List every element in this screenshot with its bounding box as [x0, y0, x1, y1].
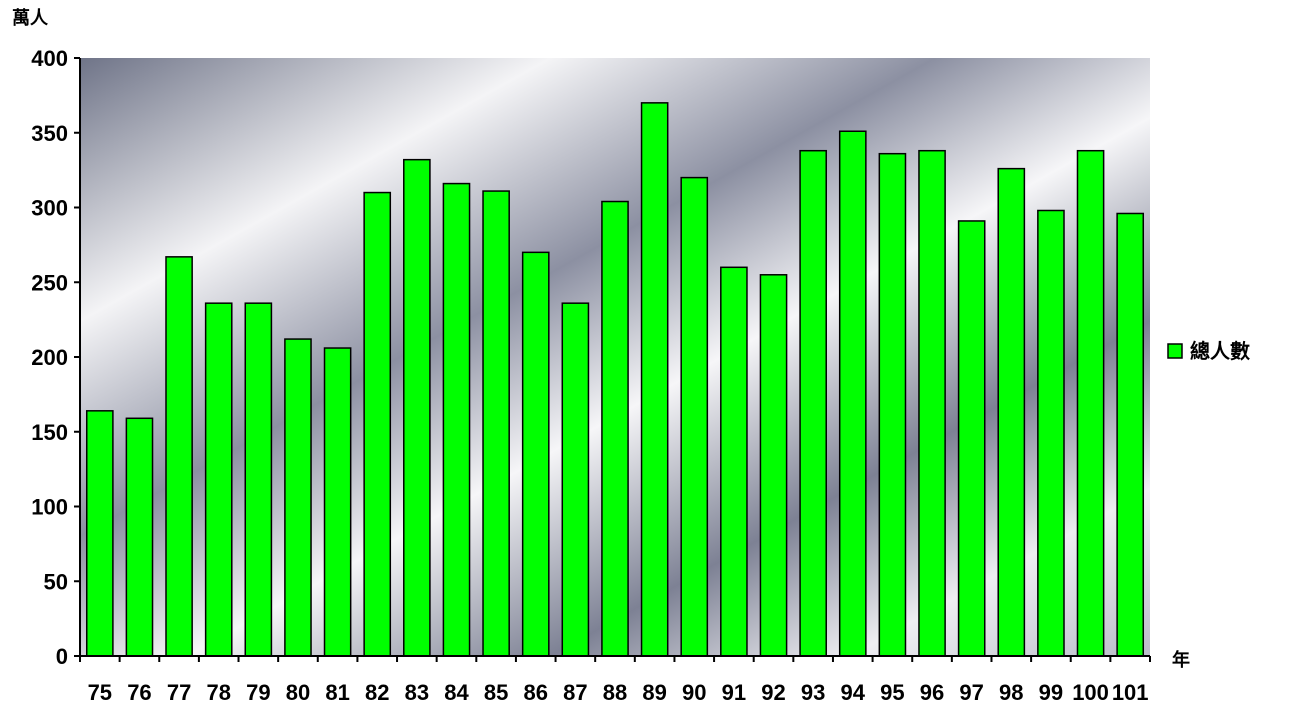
x-tick-label: 84	[444, 680, 469, 705]
bar-99	[1037, 209, 1065, 657]
x-axis-unit-label: 年	[1172, 649, 1190, 671]
x-tick-label: 89	[642, 680, 666, 705]
tick-labels-group: 0 50 100 150 200 250 300 350 400 75 76 77 78 79 80 81 82…	[31, 46, 1148, 705]
bar-79	[244, 302, 273, 657]
y-tick-label: 150	[31, 420, 68, 445]
x-tick-label: 80	[286, 680, 310, 705]
bar-81	[323, 347, 352, 657]
bar-91	[720, 266, 748, 657]
bar-93	[799, 149, 827, 657]
bar-89	[640, 102, 669, 657]
bar-94	[838, 130, 867, 657]
x-tick-label: 94	[841, 680, 866, 705]
bars-group	[85, 102, 1145, 657]
x-tick-label: 86	[523, 680, 547, 705]
bar-96	[918, 149, 946, 657]
legend-swatch	[1167, 343, 1183, 359]
x-tick-label: 87	[563, 680, 587, 705]
y-tick-label: 300	[31, 196, 68, 221]
bar-75	[85, 410, 114, 657]
bar-101	[1116, 212, 1145, 657]
bar-78	[204, 302, 233, 657]
x-tick-label: 77	[167, 680, 191, 705]
bar-85	[482, 190, 510, 657]
bar-95	[878, 152, 907, 657]
bar-83	[403, 158, 431, 657]
x-tick-label: 98	[999, 680, 1023, 705]
bar-92	[759, 274, 788, 657]
bar-86	[521, 251, 550, 657]
bar-88	[601, 200, 629, 657]
x-tick-label: 76	[127, 680, 151, 705]
bar-80	[284, 338, 312, 657]
y-tick-label: 100	[31, 495, 68, 520]
bar-77	[165, 256, 193, 657]
y-axis-unit-label: 萬人	[12, 8, 49, 29]
y-tick-label: 350	[31, 121, 68, 146]
bar-87	[561, 302, 590, 657]
bar-76	[125, 417, 154, 657]
bar-82	[363, 191, 392, 657]
x-tick-label: 90	[682, 680, 706, 705]
x-tick-label: 96	[920, 680, 944, 705]
x-tick-label: 91	[722, 680, 746, 705]
x-tick-label: 97	[959, 680, 983, 705]
axes-group	[74, 57, 1151, 662]
y-tick-label: 0	[56, 644, 68, 669]
x-tick-label: 83	[405, 680, 429, 705]
x-tick-label: 85	[484, 680, 508, 705]
bar-90	[680, 176, 709, 657]
x-tick-label: 92	[761, 680, 785, 705]
x-tick-label: 88	[603, 680, 627, 705]
bar-100	[1076, 149, 1105, 657]
x-tick-label: 93	[801, 680, 825, 705]
legend-label: 總人數	[1190, 339, 1250, 363]
y-tick-label: 50	[44, 569, 68, 594]
bar-84	[442, 182, 471, 657]
x-tick-label: 81	[325, 680, 349, 705]
x-tick-label: 100	[1072, 680, 1109, 705]
x-tick-label: 99	[1039, 680, 1063, 705]
x-tick-label: 79	[246, 680, 270, 705]
x-tick-label: 82	[365, 680, 389, 705]
y-tick-label: 400	[31, 46, 68, 71]
y-tick-label: 200	[31, 345, 68, 370]
bar-97	[957, 220, 986, 657]
legend: 總人數	[1167, 339, 1250, 363]
y-tick-label: 250	[31, 270, 68, 295]
x-tick-label: 75	[88, 680, 112, 705]
x-tick-label: 101	[1112, 680, 1149, 705]
bar-98	[997, 167, 1026, 657]
x-tick-label: 78	[206, 680, 230, 705]
x-tick-label: 95	[880, 680, 904, 705]
